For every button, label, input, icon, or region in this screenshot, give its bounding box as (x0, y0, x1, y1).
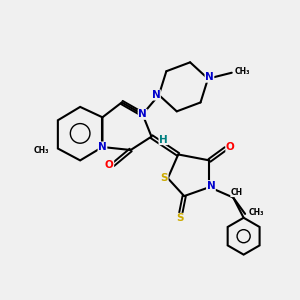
Text: S: S (160, 173, 168, 183)
Text: N: N (138, 109, 147, 119)
Text: N: N (207, 181, 215, 191)
Text: CH₃: CH₃ (34, 146, 49, 154)
Text: O: O (226, 142, 235, 152)
Text: CH₃: CH₃ (234, 67, 250, 76)
Text: O: O (105, 160, 114, 170)
Text: N: N (98, 142, 107, 152)
Text: H: H (159, 135, 168, 145)
Text: CH₃: CH₃ (249, 208, 264, 217)
Text: N: N (205, 72, 214, 82)
Text: S: S (176, 213, 184, 224)
Text: CH: CH (231, 188, 243, 197)
Text: N: N (152, 90, 160, 100)
